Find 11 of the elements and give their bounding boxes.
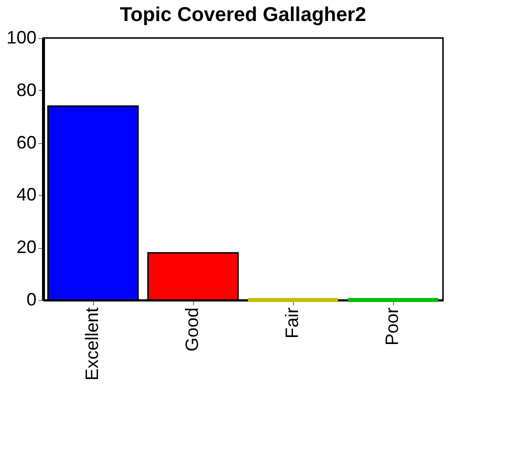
- x-tick-label: Fair: [282, 307, 302, 338]
- y-tick-label: 0: [26, 290, 36, 310]
- y-tick-label: 80: [16, 80, 36, 100]
- y-tick-label: 20: [16, 237, 36, 258]
- y-tick-label: 40: [16, 184, 36, 205]
- x-tick-label: Poor: [382, 308, 402, 346]
- chart-title: Topic Covered Gallagher2: [120, 4, 366, 26]
- y-tick-label: 60: [16, 132, 36, 152]
- x-tick-label: Excellent: [82, 308, 102, 381]
- y-tick-label: 100: [6, 28, 36, 48]
- x-tick-label: Good: [182, 308, 202, 352]
